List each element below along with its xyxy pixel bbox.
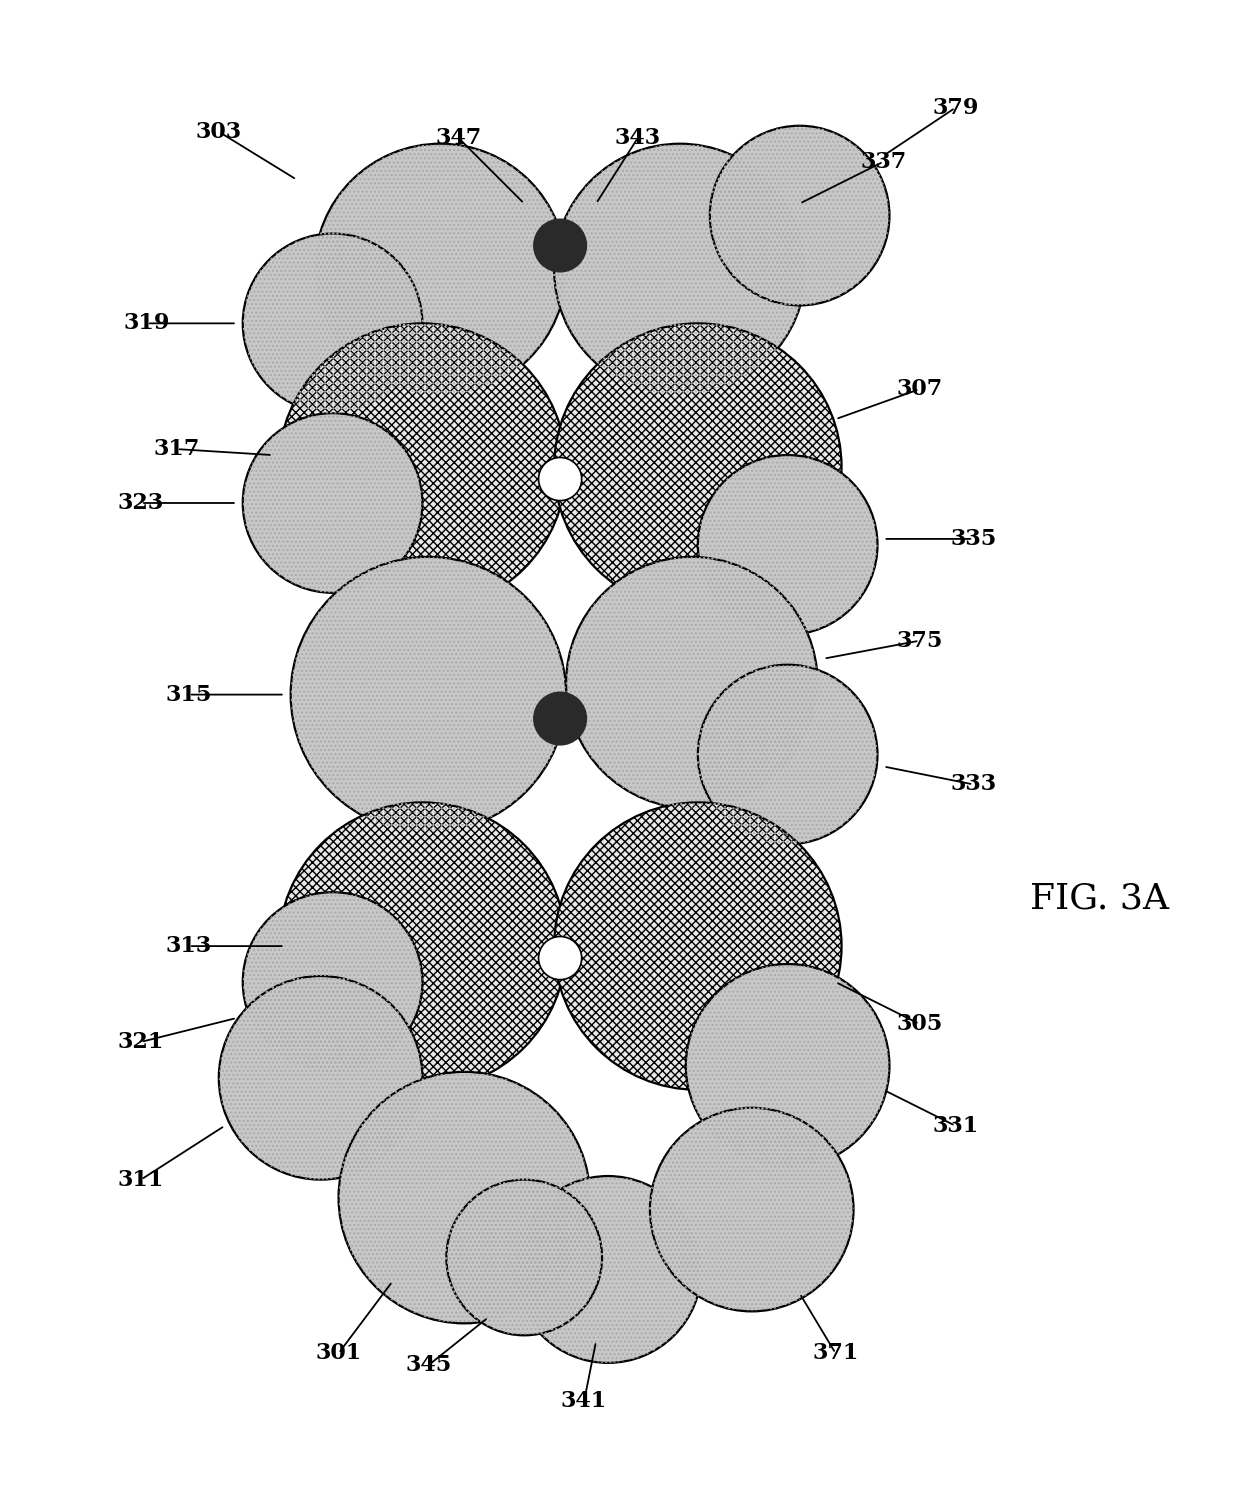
Text: FIG. 3A: FIG. 3A: [1029, 882, 1168, 915]
Ellipse shape: [567, 557, 817, 808]
Ellipse shape: [709, 126, 889, 305]
Text: 335: 335: [950, 528, 997, 549]
Ellipse shape: [698, 455, 878, 635]
Ellipse shape: [650, 1108, 853, 1311]
Ellipse shape: [243, 234, 423, 413]
Text: 319: 319: [124, 313, 170, 334]
Text: 305: 305: [897, 1013, 942, 1034]
Text: 371: 371: [812, 1343, 859, 1364]
Ellipse shape: [538, 937, 582, 979]
Ellipse shape: [290, 557, 567, 832]
Ellipse shape: [686, 964, 889, 1168]
Text: 337: 337: [861, 151, 906, 172]
Text: 315: 315: [166, 684, 212, 705]
Ellipse shape: [515, 1177, 702, 1362]
Text: 303: 303: [196, 121, 242, 142]
Ellipse shape: [554, 144, 806, 395]
Ellipse shape: [554, 802, 842, 1090]
Ellipse shape: [533, 219, 587, 272]
Text: 375: 375: [897, 630, 942, 651]
Text: 321: 321: [118, 1031, 164, 1052]
Text: 323: 323: [118, 493, 164, 513]
Text: 301: 301: [315, 1343, 362, 1364]
Text: 307: 307: [897, 379, 942, 400]
Text: 343: 343: [615, 127, 661, 148]
Ellipse shape: [279, 323, 567, 611]
Text: 331: 331: [932, 1115, 978, 1136]
Ellipse shape: [538, 458, 582, 500]
Ellipse shape: [279, 802, 567, 1090]
Text: 333: 333: [950, 774, 997, 795]
Text: 341: 341: [560, 1391, 608, 1412]
Ellipse shape: [533, 692, 587, 746]
Text: 379: 379: [932, 97, 978, 118]
Text: 317: 317: [154, 439, 200, 460]
Ellipse shape: [446, 1180, 603, 1335]
Text: 313: 313: [166, 936, 212, 957]
Text: 347: 347: [435, 127, 481, 148]
Ellipse shape: [315, 144, 567, 395]
Ellipse shape: [554, 323, 842, 611]
Ellipse shape: [339, 1072, 590, 1323]
Ellipse shape: [243, 413, 423, 593]
Ellipse shape: [218, 976, 423, 1180]
Ellipse shape: [243, 892, 423, 1072]
Ellipse shape: [698, 665, 878, 844]
Text: 311: 311: [118, 1169, 164, 1190]
Text: 345: 345: [405, 1355, 451, 1376]
